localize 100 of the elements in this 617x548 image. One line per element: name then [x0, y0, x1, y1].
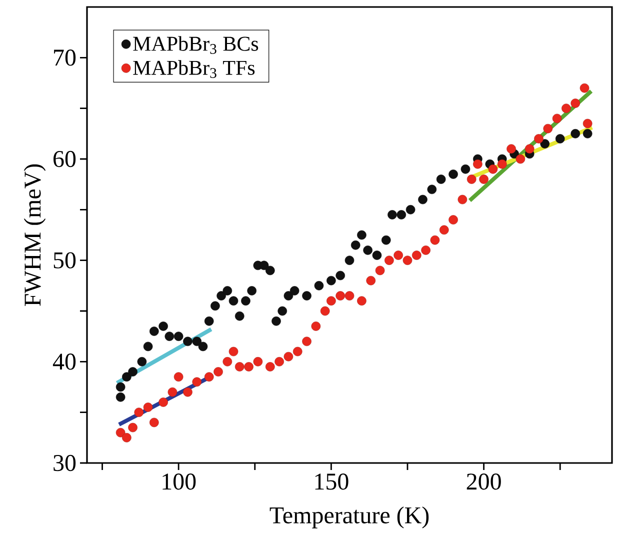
point — [128, 422, 138, 432]
point — [116, 382, 126, 392]
point — [436, 174, 446, 184]
point — [562, 104, 571, 113]
point — [214, 367, 223, 376]
point — [479, 174, 488, 184]
point — [158, 322, 168, 331]
point — [326, 276, 336, 286]
point — [150, 418, 159, 428]
point — [116, 392, 126, 402]
point — [326, 296, 336, 306]
point — [458, 194, 468, 204]
point — [198, 342, 208, 352]
legend-label: MAPbBr$_{3}$ BCs — [133, 36, 258, 54]
point — [357, 230, 366, 240]
y-tick-label: 30 — [54, 454, 76, 472]
point — [192, 377, 202, 387]
point — [363, 246, 372, 255]
point — [284, 352, 294, 362]
point — [143, 402, 153, 412]
point — [448, 215, 458, 224]
point — [570, 129, 580, 138]
x-axis-title: Temperature (K) — [270, 506, 429, 528]
point — [448, 170, 458, 179]
point — [488, 164, 498, 174]
point — [427, 184, 437, 194]
point — [143, 342, 153, 352]
point — [192, 336, 202, 346]
y-tick-label: 50 — [54, 252, 76, 268]
point — [516, 154, 526, 164]
point — [552, 114, 562, 124]
point — [473, 159, 482, 169]
point — [265, 266, 275, 276]
point — [418, 194, 428, 204]
point — [234, 362, 244, 372]
point — [372, 250, 382, 260]
y-tick-label: 60 — [54, 150, 76, 168]
point — [302, 336, 312, 346]
point — [582, 118, 592, 128]
point — [116, 428, 126, 438]
point — [284, 291, 294, 300]
point — [582, 129, 592, 138]
point — [344, 291, 354, 300]
point — [336, 291, 345, 300]
point — [357, 296, 366, 306]
point — [164, 332, 174, 341]
point — [497, 159, 507, 169]
point — [460, 164, 470, 174]
point — [137, 357, 147, 366]
point — [174, 332, 184, 341]
point — [168, 387, 178, 397]
point — [320, 306, 330, 316]
point — [394, 250, 403, 260]
point — [555, 134, 565, 144]
point — [534, 134, 544, 144]
point — [122, 433, 132, 442]
point — [204, 372, 214, 382]
point — [430, 235, 440, 245]
y-tick-label: 70 — [54, 50, 76, 66]
point — [314, 281, 324, 290]
point — [122, 372, 132, 382]
point — [134, 408, 144, 417]
point — [350, 240, 360, 250]
point — [259, 260, 269, 270]
point — [292, 346, 302, 356]
point — [466, 174, 476, 184]
point — [278, 306, 287, 316]
point — [570, 98, 580, 108]
point — [543, 124, 553, 134]
point — [183, 387, 192, 397]
point — [234, 311, 244, 321]
point — [375, 266, 385, 276]
point — [210, 301, 220, 311]
point — [247, 286, 256, 296]
point — [174, 372, 184, 382]
point — [344, 256, 354, 265]
point — [272, 316, 281, 326]
point — [241, 296, 250, 306]
point — [524, 144, 534, 154]
x-tick-label: 150 — [315, 474, 348, 490]
x-tick-label: 200 — [466, 474, 501, 490]
point — [366, 276, 376, 286]
legend-label: MAPbBr$_{3}$ TFs — [133, 60, 255, 78]
point — [311, 322, 321, 331]
point — [150, 326, 159, 336]
point — [222, 286, 232, 296]
point — [384, 256, 394, 265]
y-axis-title: FWHM (meV) — [24, 164, 46, 306]
point — [381, 235, 391, 245]
point — [412, 250, 422, 260]
point — [406, 205, 416, 214]
point — [183, 336, 192, 346]
point — [158, 398, 168, 407]
point — [302, 291, 312, 300]
point — [388, 210, 397, 220]
point — [128, 367, 138, 376]
point — [265, 362, 275, 372]
point — [228, 296, 238, 306]
point — [290, 286, 300, 296]
point — [506, 144, 516, 154]
